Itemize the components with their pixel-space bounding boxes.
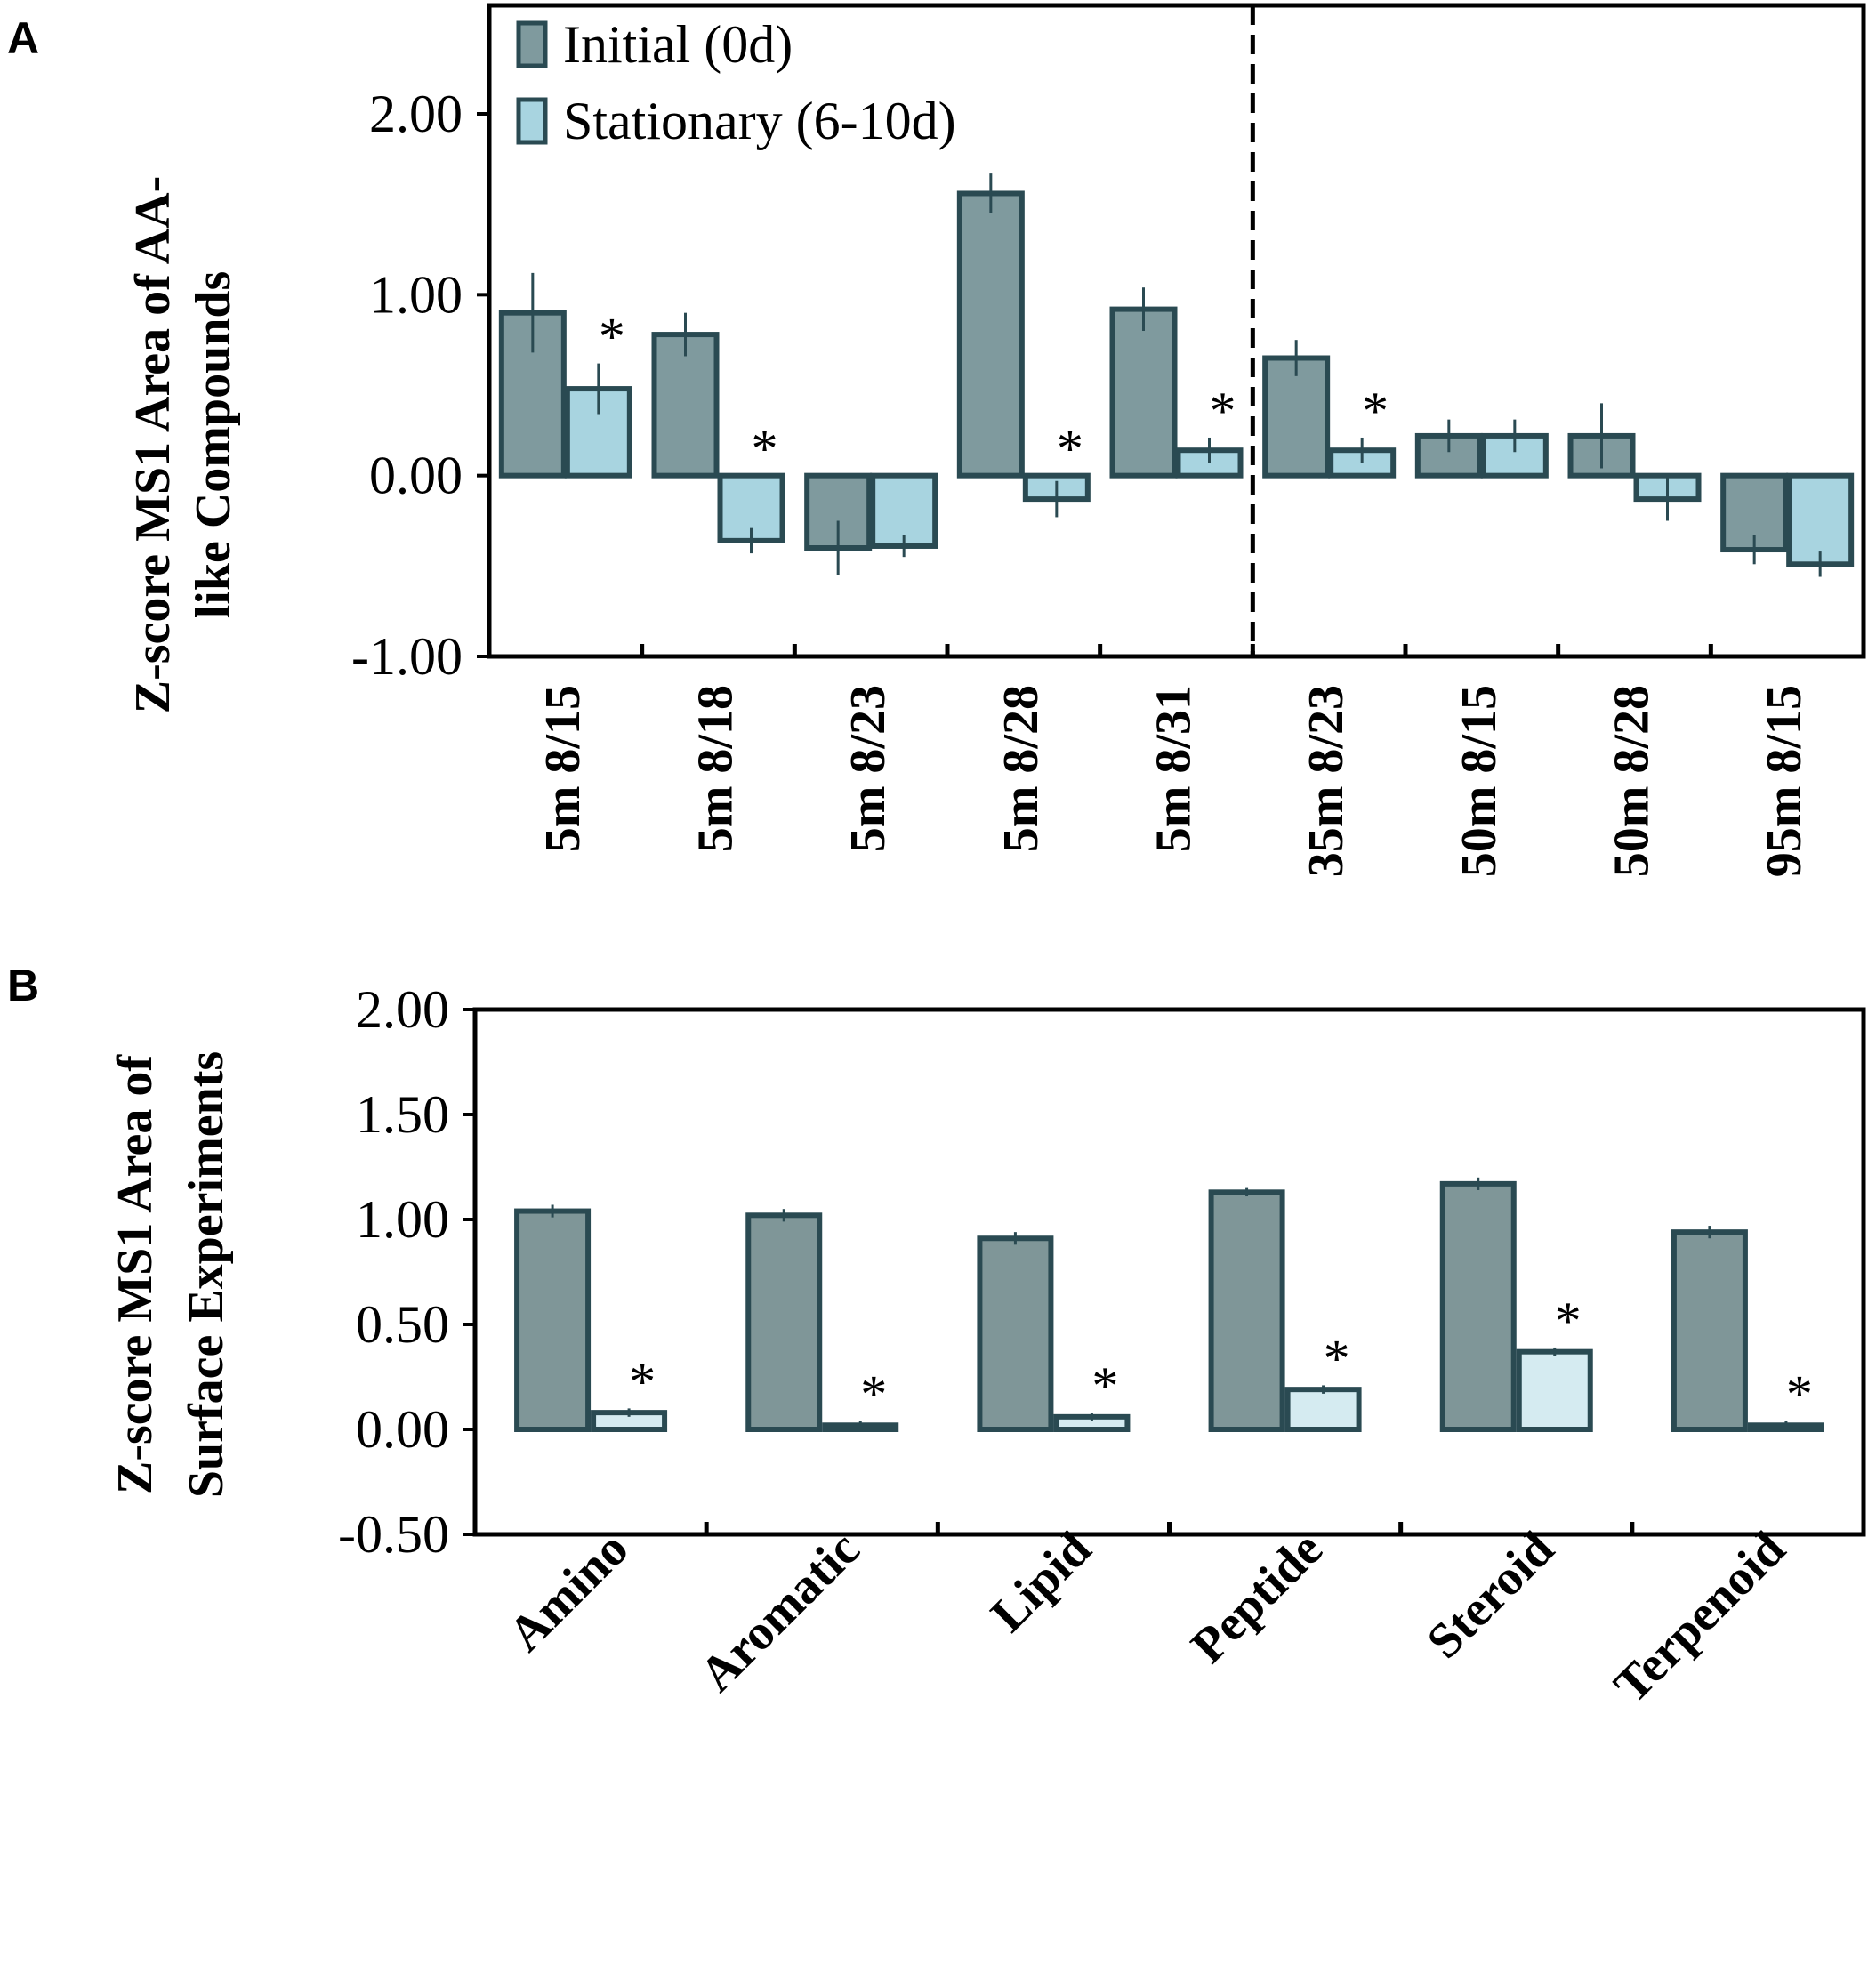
panel-b-x-category-label: Peptide: [1180, 1521, 1333, 1673]
panel-b-significance-star: *: [629, 1352, 656, 1411]
panel-b-significance-star: *: [1786, 1365, 1813, 1424]
panel-b-bar-initial: [977, 1235, 1054, 1432]
panel-a-y-axis-label: Z-score MS1 Area of AA-like Compounds: [125, 176, 241, 714]
panel-a-x-category-label: 50m 8/15: [1452, 685, 1507, 877]
panel-b-bar-initial: [514, 1208, 592, 1433]
panel-b-y-tick-label: 2.00: [356, 980, 449, 1039]
panel-a-bar-initial: [651, 332, 720, 479]
panel-b-y-tick-label: -0.50: [338, 1505, 449, 1564]
panel-a-chart: -1.00 0.00 1.00 2.00 * * * * * 5m 8/15 5m 8/18 5m 8…: [125, 3, 1866, 877]
panel-a-x-category-label: 35m 8/23: [1299, 685, 1354, 877]
panel-a-bar-initial: [498, 310, 567, 479]
panel-a-x-category-label: 5m 8/15: [535, 685, 591, 852]
panel-a-significance-star: *: [1362, 382, 1389, 440]
panel-b-y-tick-label: 1.00: [356, 1190, 449, 1249]
panel-letter-b: B: [7, 961, 39, 1010]
panel-b-y-tick-label: 1.50: [356, 1085, 449, 1144]
legend-label-stationary: Stationary (6-10d): [563, 92, 956, 150]
legend-swatch-initial: [516, 20, 548, 68]
panel-b-bar-stationary: [1516, 1348, 1593, 1433]
panel-a-x-category-label: 50m 8/28: [1605, 685, 1660, 877]
panel-a-plot-frame: [487, 3, 1866, 659]
panel-b-bar-initial: [745, 1212, 823, 1433]
panel-b-significance-star: *: [1091, 1356, 1118, 1415]
panel-a-x-category-label: 5m 8/23: [841, 685, 896, 852]
panel-b-significance-star: *: [860, 1365, 887, 1424]
panel-a-y-tick-label: 0.00: [369, 447, 463, 505]
panel-letter-a: A: [7, 13, 39, 63]
panel-b-x-category-label: Terpenoid: [1604, 1521, 1796, 1713]
panel-a-bar-initial: [1109, 306, 1178, 479]
panel-b-x-category-label: Lipid: [980, 1521, 1101, 1642]
panel-a-significance-star: *: [752, 420, 778, 479]
panel-b-x-category-label: Steroid: [1417, 1521, 1565, 1669]
panel-b-y-axis-label: Z-score MS1 Area of Surface Experiments: [108, 1051, 234, 1498]
panel-a-y-axis-label-line: like Compounds: [186, 271, 241, 619]
panel-a-bar-stationary: [1786, 472, 1855, 567]
panel-b-plot-frame: [472, 1007, 1866, 1537]
panel-a-y-axis-label-line: Z-score MS1 Area of AA-: [125, 176, 181, 714]
panel-a-significance-star: *: [1057, 420, 1083, 479]
panel-a-x-category-label: 5m 8/28: [994, 685, 1049, 852]
panel-a-y-tick-label: 2.00: [369, 85, 463, 143]
panel-b-x-category-label: Aromatic: [689, 1521, 871, 1702]
panel-b-x-category-label: Amino: [498, 1521, 639, 1662]
legend-label-initial: Initial (0d): [563, 15, 793, 74]
panel-a-x-category-label: 5m 8/31: [1147, 685, 1202, 852]
panel-a-x-category-label: 5m 8/18: [688, 685, 744, 852]
panel-b-y-tick-label: 0.00: [356, 1400, 449, 1459]
panel-b-bar-stationary: [1284, 1387, 1362, 1433]
panel-a-significance-star: *: [599, 308, 625, 366]
panel-a-bar-stationary: [717, 472, 785, 543]
panel-a-y-tick-label: 1.00: [369, 265, 463, 324]
panel-a-bar-initial: [956, 190, 1025, 479]
panel-b-y-tick-label: 0.50: [356, 1295, 449, 1354]
panel-b-y-axis-label-line: Z-score MS1 Area of: [108, 1054, 163, 1494]
panel-b-bar-initial: [1671, 1229, 1748, 1433]
panel-b-bar-initial: [1439, 1180, 1517, 1432]
panel-a-y-tick-label: -1.00: [351, 627, 463, 686]
panel-b-significance-star: *: [1555, 1292, 1582, 1350]
panel-b-significance-star: *: [1324, 1329, 1350, 1388]
panel-b-chart: -0.50 0.00 0.50 1.00 1.50 2.00 * * * * * * Amino Arom…: [108, 980, 1866, 1714]
panel-a-x-category-label: 95m 8/15: [1757, 685, 1812, 877]
panel-b-bar-initial: [1208, 1189, 1285, 1432]
panel-a-bar-initial: [1262, 355, 1331, 479]
panel-a-significance-star: *: [1210, 382, 1236, 440]
legend-swatch-stationary: [516, 97, 548, 145]
panel-b-y-axis-label-line: Surface Experiments: [179, 1051, 234, 1498]
